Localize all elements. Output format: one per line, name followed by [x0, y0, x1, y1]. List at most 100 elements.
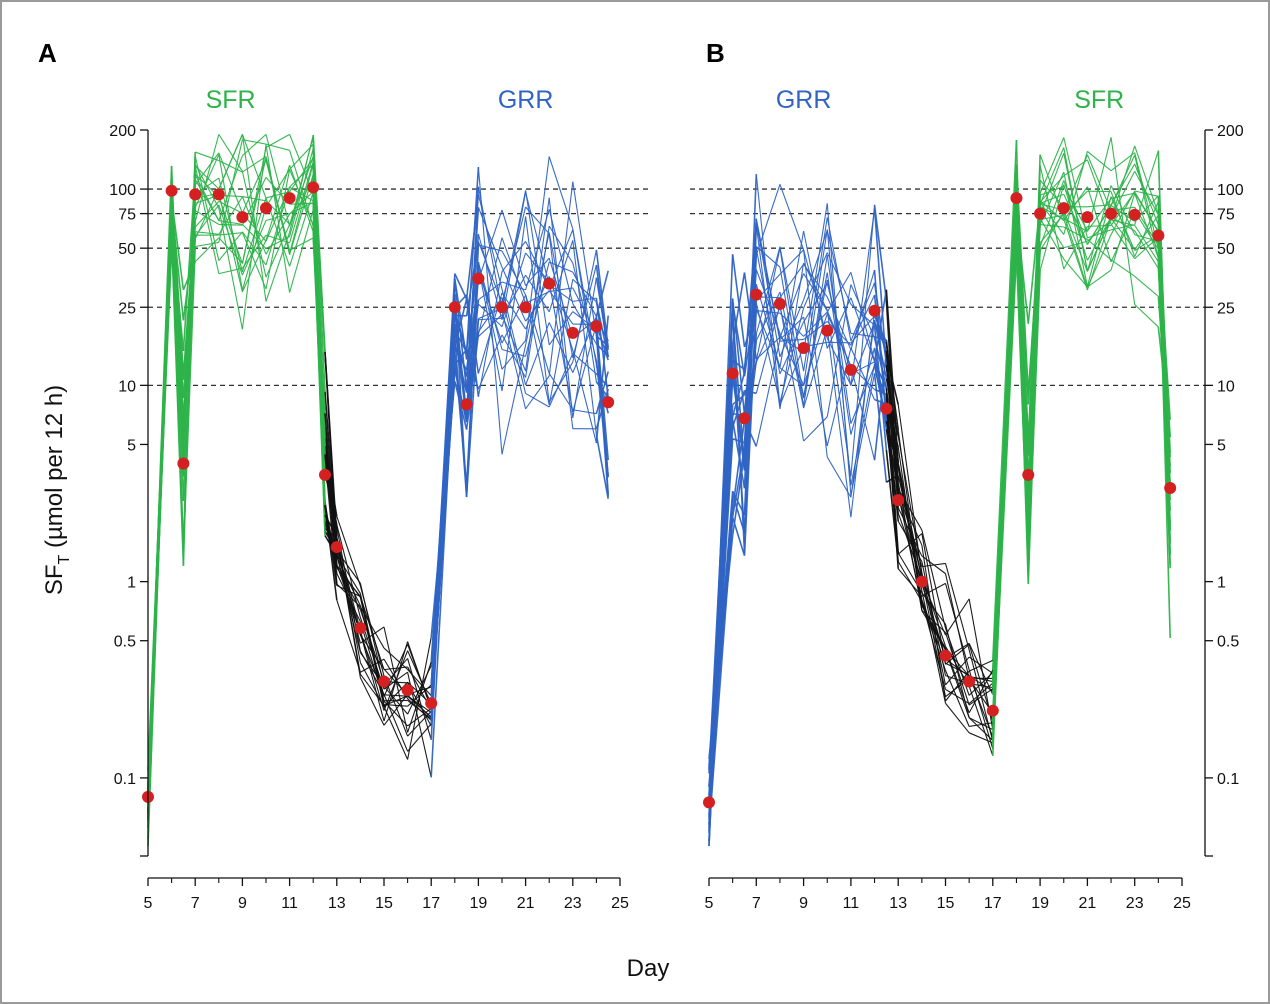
- panel-a-median-point: [566, 326, 579, 339]
- panel-a-series-segment: [312, 158, 326, 506]
- panel-a-series-segment: [383, 706, 409, 760]
- panel-b-y-tick-label: 10: [1217, 378, 1235, 395]
- panel-a-series-segment: [194, 134, 220, 222]
- panel-b-series-segment: [826, 456, 852, 498]
- panel-b-series-segment: [1063, 240, 1088, 249]
- panel-a-series-segment: [407, 698, 432, 721]
- panel-a-letter: A: [38, 38, 57, 68]
- panel-a-series-segment: [501, 252, 527, 327]
- panel-b-series-segment: [921, 562, 946, 568]
- panel-a-series-segment: [548, 282, 574, 412]
- panel-a-x-tick-label: 5: [144, 895, 153, 912]
- panel-b-series-segment: [873, 361, 888, 389]
- panel-b-series-segment: [779, 316, 804, 341]
- panel-a-series-segment: [218, 237, 243, 264]
- panel-a-series-segment: [241, 234, 267, 269]
- panel-a-median-point: [260, 202, 272, 215]
- panel-b-series: [708, 137, 1171, 846]
- panel-b-series-segment: [850, 303, 875, 326]
- panel-a-series-segment: [548, 311, 574, 346]
- panel-b-series-segment: [921, 529, 947, 629]
- panel-b-series-segment: [731, 372, 746, 471]
- y-axis-title-main: SF: [41, 565, 68, 596]
- panel-a-median-point: [319, 468, 331, 481]
- panel-a-series-segment: [194, 155, 220, 261]
- panel-a-series-segment: [218, 231, 243, 261]
- panel-b-y-tick-label: 100: [1217, 182, 1244, 199]
- panel-a-median-point: [283, 192, 296, 205]
- panel-a-series-segment: [501, 334, 527, 378]
- y-axis-title-subscript: T: [56, 555, 73, 565]
- panel-b-series-segment: [803, 203, 828, 353]
- panel-b-median-point: [880, 402, 893, 415]
- panel-a-median-point: [590, 320, 603, 333]
- panel-a-series-segment: [265, 144, 291, 293]
- panel-b-series-segment: [873, 325, 888, 451]
- panel-b-median-point: [703, 796, 715, 809]
- panel-b-x-tick-label: 9: [799, 895, 808, 912]
- panel-b-median-point: [1105, 207, 1118, 220]
- panel-b-series-segment: [850, 332, 875, 338]
- panel-b-series-segment: [873, 204, 888, 301]
- panel-b-series-segment: [1027, 203, 1041, 497]
- panel-a-series-segment: [265, 169, 291, 208]
- panel-a-y-tick-label: 5: [127, 437, 136, 454]
- panel-a-x-tick-label: 21: [517, 895, 535, 912]
- panel-a-series-segment: [548, 233, 574, 429]
- panel-b-x-tick-label: 17: [984, 895, 1002, 912]
- panel-a-y-axis: 0.1 0.5 1 5 10 25 50 75 100 200: [109, 123, 149, 857]
- panel-b-median-point: [939, 649, 952, 662]
- panel-a-x-tick-label: 13: [328, 895, 346, 912]
- panel-b-series-segment: [873, 373, 888, 483]
- panel-a-median-point: [354, 622, 367, 635]
- panel-b-series-segment: [731, 272, 746, 345]
- panel-a-series-segment: [501, 190, 527, 309]
- panel-b-series-segment: [826, 252, 852, 305]
- panel-b-series-segment: [968, 643, 994, 695]
- panel-a-series-segment: [548, 353, 574, 408]
- panel-b-series-segment: [1134, 145, 1159, 214]
- panel-b-series-segment: [731, 419, 746, 489]
- panel-a-series-segment: [572, 228, 597, 382]
- panel-a-series-segment: [182, 194, 196, 440]
- panel-b-series-segment: [1086, 185, 1112, 272]
- panel-b-series-segment: [944, 583, 970, 670]
- panel-b-median-point: [726, 367, 739, 380]
- panel-a-series-segment: [478, 303, 503, 328]
- panel-a-series-segment: [572, 264, 597, 358]
- panel-b-series-segment: [1039, 165, 1065, 270]
- panel-a-median-point: [177, 457, 190, 470]
- panel-a-series-segment: [383, 704, 408, 707]
- panel-a-series-segment: [265, 231, 291, 302]
- panel-b-series-segment: [803, 272, 828, 397]
- panel-a-median-point: [448, 301, 461, 314]
- panel-a-median-point: [330, 541, 343, 554]
- panel-b-median-point: [986, 704, 999, 717]
- panel-b-series-segment: [1063, 218, 1088, 291]
- panel-a-series-segment: [289, 186, 314, 202]
- panel-b-series-segment: [1087, 269, 1112, 288]
- panel-a-series-segment: [336, 583, 361, 608]
- panel-a-series-segment: [407, 710, 432, 737]
- panel-b-series-segment: [1134, 214, 1159, 250]
- panel-a-series-segment: [218, 267, 243, 275]
- panel-a-series-segment: [242, 133, 267, 157]
- panel-a-y-tick-label: 25: [118, 300, 136, 317]
- panel-b-series-segment: [779, 248, 805, 399]
- panel-b-y-tick-label: 1: [1217, 575, 1226, 592]
- panel-a-series-segment: [407, 694, 432, 718]
- panel-a-series-segment: [501, 192, 527, 320]
- panel-b-series-segment: [826, 328, 852, 518]
- panel-a-y-tick-label: 0.5: [114, 634, 136, 651]
- panel-b-series-segment: [1086, 216, 1112, 261]
- panel-b-series-segment: [1063, 186, 1088, 222]
- panel-a-series-segment: [525, 392, 550, 408]
- panel-a-series-segment: [242, 195, 267, 202]
- panel-b-y-axis: 0.1 0.5 1 5 10 25 50 75 100 200: [1204, 123, 1244, 857]
- panel-a-y-tick-label: 10: [118, 378, 136, 395]
- panel-a-series-segment: [383, 666, 408, 671]
- panel-a-series-segment: [359, 673, 385, 707]
- panel-b-series-segment: [779, 304, 805, 442]
- panel-b-series-segment: [1087, 238, 1112, 261]
